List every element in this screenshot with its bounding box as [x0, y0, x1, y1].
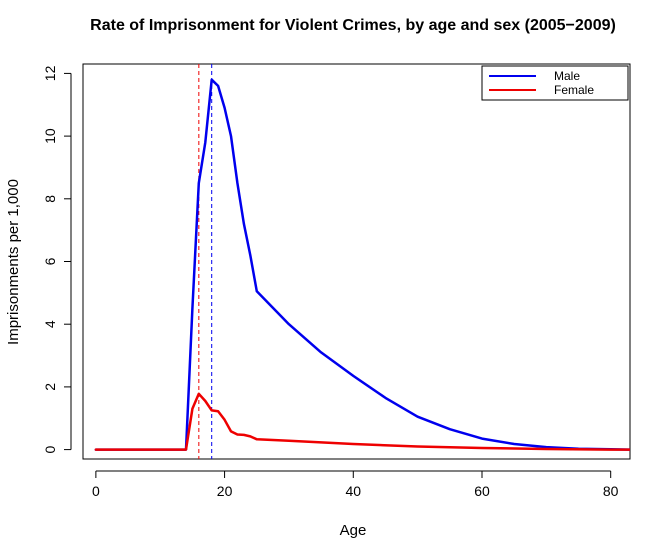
y-tick-label: 4: [42, 320, 58, 328]
x-axis: 0 20 40 60 80: [92, 470, 619, 499]
series-line-female: [94, 392, 630, 451]
y-tick-label: 12: [42, 65, 58, 81]
y-tick-label: 8: [42, 195, 58, 203]
x-tick-label: 0: [92, 483, 100, 499]
chart-title: Rate of Imprisonment for Violent Crimes,…: [90, 17, 616, 34]
x-axis-label: Age: [340, 522, 367, 539]
y-tick-label: 6: [42, 257, 58, 265]
series-lines: [94, 78, 630, 451]
y-axis-label: Imprisonments per 1,000: [5, 179, 22, 345]
x-tick-label: 60: [474, 483, 490, 499]
series-line-male: [94, 78, 630, 451]
legend-label-female: Female: [554, 83, 594, 97]
plot-frame: [82, 63, 631, 460]
legend: Male Female: [481, 65, 629, 101]
x-tick-label: 20: [217, 483, 233, 499]
x-tick-label: 80: [603, 483, 619, 499]
y-tick-label: 0: [42, 445, 58, 453]
y-tick-label: 10: [42, 128, 58, 144]
legend-label-male: Male: [554, 69, 580, 83]
y-axis: 0 2 4 6 8 10 12: [42, 65, 72, 453]
x-tick-label: 40: [345, 483, 361, 499]
y-tick-label: 2: [42, 383, 58, 391]
legend-box: [481, 65, 629, 101]
